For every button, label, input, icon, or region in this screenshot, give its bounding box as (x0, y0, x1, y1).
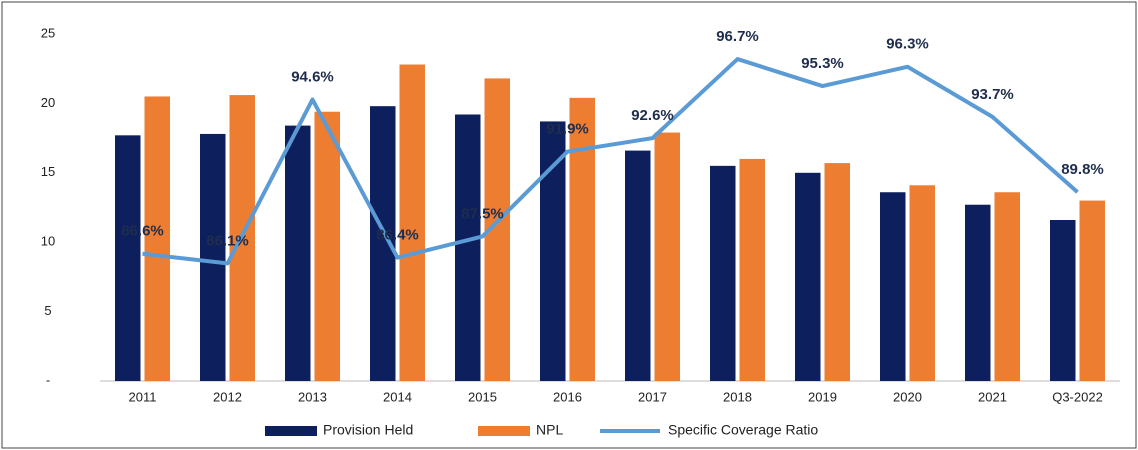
x-tick-label: 2016 (553, 389, 582, 404)
data-label: 94.6% (291, 69, 334, 86)
bar (399, 64, 425, 381)
x-tick-label: 2018 (723, 389, 752, 404)
line (142, 57, 1079, 266)
bar (314, 111, 340, 381)
x-tick-label: 2019 (808, 389, 837, 404)
bar (824, 163, 850, 381)
bar (880, 192, 906, 381)
x-tick-label: 2014 (383, 389, 412, 404)
x-tick-label: 2021 (978, 389, 1007, 404)
legend-swatch (265, 426, 317, 436)
legend-label: NPL (536, 422, 563, 438)
bar (739, 158, 765, 381)
y-tick-label: - (46, 372, 50, 387)
data-label: 89.8% (1061, 161, 1104, 178)
data-label: 96.3% (886, 36, 929, 53)
data-label: 95.3% (801, 55, 844, 72)
y-tick-label: 25 (41, 25, 55, 40)
legend-label: Provision Held (323, 422, 413, 438)
y-tick-label: 10 (41, 234, 55, 249)
x-tick-label: 2012 (213, 389, 242, 404)
bar (540, 121, 566, 381)
bar (965, 204, 991, 381)
bar (144, 96, 170, 382)
x-tick-label: 2017 (638, 389, 667, 404)
bar (455, 114, 481, 381)
y-tick-label: 20 (41, 95, 55, 110)
bar (795, 172, 821, 381)
bar (1050, 219, 1076, 381)
x-tick-label: 2013 (298, 389, 327, 404)
x-tick-label: 2020 (893, 389, 922, 404)
bar (909, 185, 935, 381)
y-tick-label: 5 (44, 303, 51, 318)
bar (569, 97, 595, 382)
data-label: 86.4% (376, 227, 419, 244)
data-label: 87.5% (461, 205, 504, 222)
y-tick-label: 15 (41, 164, 55, 179)
data-label: 92.6% (631, 107, 674, 124)
bar (710, 165, 736, 381)
data-label: 96.7% (716, 28, 759, 45)
legend-swatch (478, 426, 530, 436)
bar (654, 132, 680, 381)
data-label: 86.1% (206, 232, 249, 249)
bar (1079, 200, 1105, 381)
x-tick-label: 2015 (468, 389, 497, 404)
data-label: 86.6% (121, 223, 164, 240)
bar (994, 192, 1020, 381)
bar (115, 135, 141, 381)
x-tick-label: 2011 (129, 389, 157, 404)
bar (200, 133, 226, 381)
bar (285, 125, 311, 381)
x-tick-label: Q3-2022 (1052, 389, 1103, 404)
data-label: 93.7% (971, 86, 1014, 103)
bar (625, 150, 651, 381)
legend-label: Specific Coverage Ratio (668, 422, 818, 438)
data-label: 91.9% (546, 121, 589, 138)
